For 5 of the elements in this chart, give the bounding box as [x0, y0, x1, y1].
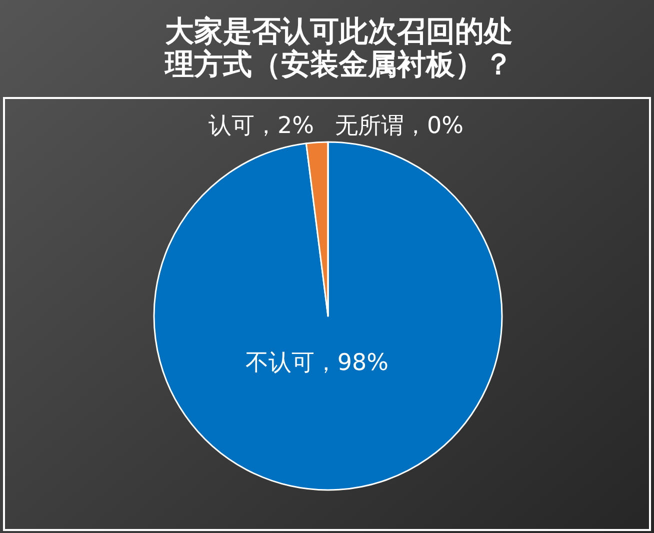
slice-label: 认可，2% — [208, 113, 314, 139]
chart-title: 大家是否认可此次召回的处理方式（安装金属衬板）？ — [164, 14, 513, 81]
pie-slice — [153, 141, 503, 490]
slice-label: 不认可，98% — [245, 350, 389, 376]
category-label: 无所谓，0% — [335, 113, 464, 139]
